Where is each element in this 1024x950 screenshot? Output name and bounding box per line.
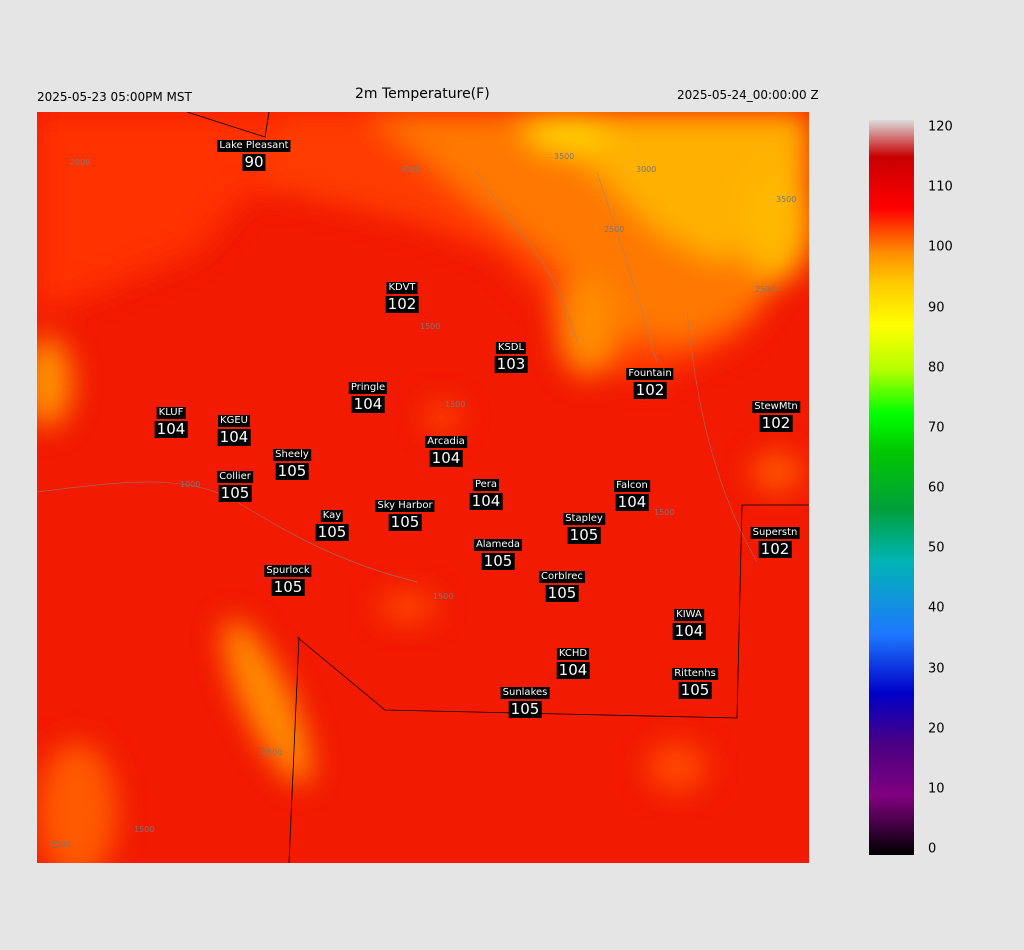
station-name: StewMtn	[752, 401, 800, 413]
station-name: Stapley	[563, 513, 605, 525]
map	[37, 112, 809, 863]
contour-label: 2500	[400, 165, 421, 174]
contour-label: 1500	[445, 400, 466, 409]
colorbar-tick-label: 70	[928, 420, 945, 436]
station-name: Pringle	[348, 382, 388, 394]
contour-label: 3500	[554, 152, 575, 161]
contour-label: 1500	[50, 840, 71, 849]
station-name: Arcadia	[425, 436, 467, 448]
colorbar-tick-label: 10	[928, 781, 945, 797]
colorbar-tick-label: 50	[928, 540, 945, 556]
station-value: 104	[556, 661, 590, 679]
colorbar-tick-label: 40	[928, 600, 945, 616]
station-name: KSDL	[495, 342, 527, 354]
station-value: 102	[759, 414, 793, 432]
station-name: Superstn	[750, 527, 800, 539]
station-value: 102	[758, 540, 792, 558]
station-value: 105	[388, 513, 422, 531]
station-name: Rittenhs	[672, 668, 718, 680]
station-name: Fountain	[626, 368, 674, 380]
colorbar-tick-label: 20	[928, 721, 945, 737]
station-value: 105	[271, 578, 305, 596]
station-name: KLUF	[156, 407, 186, 419]
title: 2m Temperature(F)	[355, 86, 490, 102]
station-value: 105	[545, 584, 579, 602]
station-value: 105	[678, 681, 712, 699]
contour-label: 2500	[755, 285, 776, 294]
contour-label: 3000	[636, 165, 657, 174]
contour-label: 2500	[604, 225, 625, 234]
station-name: Sky Harbor	[375, 500, 435, 512]
station-name: Falcon	[614, 480, 650, 492]
station-value: 104	[615, 493, 649, 511]
contour-label: 3500	[776, 195, 797, 204]
station-value: 105	[508, 700, 542, 718]
contour-label: 1500	[420, 322, 441, 331]
contour-label: 1500	[654, 508, 675, 517]
station-name: Alameda	[473, 539, 523, 551]
colorbar-tick-label: 0	[928, 841, 937, 857]
station-value: 104	[217, 428, 251, 446]
station-name: Spurlock	[264, 565, 312, 577]
station-value: 105	[567, 526, 601, 544]
station-value: 104	[351, 395, 385, 413]
contour-label: 1000	[180, 480, 201, 489]
station-value: 105	[315, 523, 349, 541]
colorbar-tick-label: 30	[928, 661, 945, 676]
station-name: KDVT	[386, 282, 418, 294]
station-value: 103	[494, 355, 528, 373]
contour-label: 1500	[433, 592, 454, 601]
colorbar	[869, 120, 914, 855]
station-value: 105	[481, 552, 515, 570]
station-value: 102	[633, 381, 667, 399]
valid-utc: 2025-05-24_00:00:00 Z	[677, 88, 819, 102]
station-name: Lake Pleasant	[217, 140, 291, 152]
contour-label: 2000	[70, 158, 91, 167]
station-name: Sunlakes	[500, 687, 550, 699]
station-value: 104	[469, 492, 503, 510]
contour-label: 1500	[134, 825, 155, 834]
station-value: 102	[385, 295, 419, 313]
station-name: KCHD	[556, 648, 590, 660]
contour-label: 1500	[262, 748, 283, 757]
station-name: KIWA	[674, 609, 704, 621]
station-name: Kay	[320, 510, 344, 522]
station-name: Corblrec	[539, 571, 585, 583]
station-name: Sheely	[273, 449, 311, 461]
colorbar-tick-label: 90	[928, 300, 945, 315]
station-value: 104	[429, 449, 463, 467]
colorbar-tick-label: 120	[928, 119, 953, 135]
station-value: 104	[672, 622, 706, 640]
colorbar-tick-label: 100	[928, 239, 953, 255]
valid-local: 2025-05-23 05:00PM MST	[37, 90, 192, 104]
colorbar-tick-label: 80	[928, 360, 945, 376]
station-value: 105	[218, 484, 252, 502]
station-name: KGEU	[218, 415, 250, 427]
station-value: 90	[242, 153, 266, 171]
station-name: Collier	[217, 471, 253, 483]
station-name: Pera	[472, 479, 500, 491]
station-value: 105	[275, 462, 309, 480]
colorbar-tick-label: 110	[928, 179, 953, 195]
colorbar-tick-label: 60	[928, 480, 945, 496]
station-value: 104	[154, 420, 188, 438]
